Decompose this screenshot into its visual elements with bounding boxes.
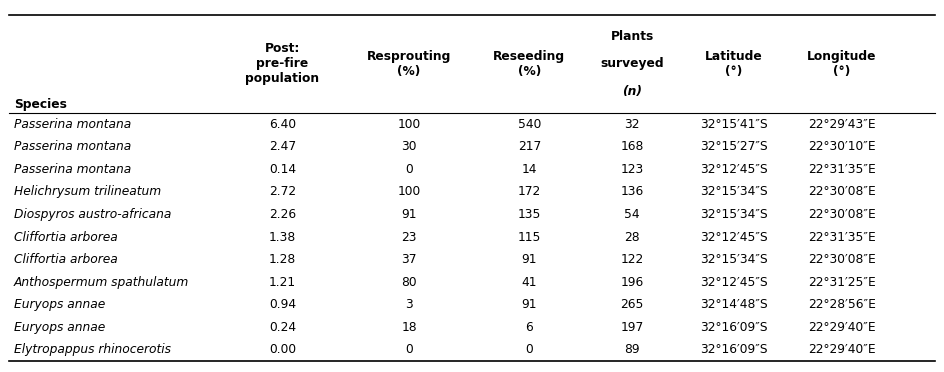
Text: 168: 168 — [620, 140, 644, 153]
Text: 136: 136 — [620, 186, 644, 199]
Text: Resprouting
(%): Resprouting (%) — [367, 50, 451, 78]
Text: Euryops annae: Euryops annae — [14, 298, 106, 311]
Text: 172: 172 — [517, 186, 541, 199]
Text: 18: 18 — [401, 321, 417, 334]
Text: 32°12′45″S: 32°12′45″S — [700, 276, 767, 289]
Text: Anthospermum spathulatum: Anthospermum spathulatum — [14, 276, 190, 289]
Text: 91: 91 — [522, 253, 537, 266]
Text: 22°30′10″E: 22°30′10″E — [808, 140, 876, 153]
Text: 80: 80 — [401, 276, 417, 289]
Text: 32°16′09″S: 32°16′09″S — [700, 321, 767, 334]
Text: 197: 197 — [620, 321, 644, 334]
Text: Elytropappus rhinocerotis: Elytropappus rhinocerotis — [14, 343, 171, 356]
Text: Passerina montana: Passerina montana — [14, 118, 131, 131]
Text: Longitude
(°): Longitude (°) — [807, 50, 877, 78]
Text: 196: 196 — [620, 276, 644, 289]
Text: Cliffortia arborea: Cliffortia arborea — [14, 231, 118, 244]
Text: 22°29′40″E: 22°29′40″E — [808, 343, 876, 356]
Text: 100: 100 — [397, 186, 421, 199]
Text: 6: 6 — [526, 321, 533, 334]
Text: 41: 41 — [522, 276, 537, 289]
Text: 0: 0 — [405, 343, 413, 356]
Text: 1.38: 1.38 — [269, 231, 296, 244]
Text: 32: 32 — [624, 118, 640, 131]
Text: Plants: Plants — [611, 30, 653, 43]
Text: Reseeding
(%): Reseeding (%) — [494, 50, 565, 78]
Text: 1.28: 1.28 — [269, 253, 296, 266]
Text: 91: 91 — [522, 298, 537, 311]
Text: 6.40: 6.40 — [269, 118, 295, 131]
Text: 22°31′35″E: 22°31′35″E — [808, 163, 876, 176]
Text: 2.26: 2.26 — [269, 208, 295, 221]
Text: 0.00: 0.00 — [269, 343, 295, 356]
Text: 32°16′09″S: 32°16′09″S — [700, 343, 767, 356]
Text: 135: 135 — [517, 208, 541, 221]
Text: 32°15′34″S: 32°15′34″S — [700, 208, 767, 221]
Text: 32°12′45″S: 32°12′45″S — [700, 163, 767, 176]
Text: 1.21: 1.21 — [269, 276, 295, 289]
Text: 22°28′56″E: 22°28′56″E — [808, 298, 876, 311]
Text: 22°31′25″E: 22°31′25″E — [808, 276, 876, 289]
Text: 89: 89 — [624, 343, 640, 356]
Text: 22°29′40″E: 22°29′40″E — [808, 321, 876, 334]
Text: 0.94: 0.94 — [269, 298, 295, 311]
Text: surveyed: surveyed — [600, 57, 664, 70]
Text: 115: 115 — [517, 231, 541, 244]
Text: 32°15′34″S: 32°15′34″S — [700, 186, 767, 199]
Text: (n): (n) — [622, 85, 642, 98]
Text: 32°15′27″S: 32°15′27″S — [700, 140, 767, 153]
Text: Post:
pre-fire
population: Post: pre-fire population — [245, 42, 319, 85]
Text: Latitude
(°): Latitude (°) — [705, 50, 763, 78]
Text: 100: 100 — [397, 118, 421, 131]
Text: 0: 0 — [405, 163, 413, 176]
Text: 265: 265 — [620, 298, 644, 311]
Text: Euryops annae: Euryops annae — [14, 321, 106, 334]
Text: 32°14′48″S: 32°14′48″S — [700, 298, 767, 311]
Text: 217: 217 — [517, 140, 541, 153]
Text: Passerina montana: Passerina montana — [14, 163, 131, 176]
Text: 22°30′08″E: 22°30′08″E — [808, 253, 876, 266]
Text: 0.14: 0.14 — [269, 163, 295, 176]
Text: Helichrysum trilineatum: Helichrysum trilineatum — [14, 186, 161, 199]
Text: 2.47: 2.47 — [269, 140, 295, 153]
Text: Passerina montana: Passerina montana — [14, 140, 131, 153]
Text: 23: 23 — [401, 231, 417, 244]
Text: Diospyros austro-africana: Diospyros austro-africana — [14, 208, 172, 221]
Text: 54: 54 — [624, 208, 640, 221]
Text: 32°12′45″S: 32°12′45″S — [700, 231, 767, 244]
Text: 32°15′34″S: 32°15′34″S — [700, 253, 767, 266]
Text: 22°29′43″E: 22°29′43″E — [808, 118, 876, 131]
Text: 91: 91 — [401, 208, 417, 221]
Text: 0.24: 0.24 — [269, 321, 295, 334]
Text: 32°15′41″S: 32°15′41″S — [700, 118, 767, 131]
Text: 22°30′08″E: 22°30′08″E — [808, 208, 876, 221]
Text: 22°31′35″E: 22°31′35″E — [808, 231, 876, 244]
Text: 14: 14 — [522, 163, 537, 176]
Text: 37: 37 — [401, 253, 417, 266]
Text: 2.72: 2.72 — [269, 186, 295, 199]
Text: 122: 122 — [620, 253, 644, 266]
Text: 28: 28 — [624, 231, 640, 244]
Text: 0: 0 — [526, 343, 533, 356]
Text: 123: 123 — [620, 163, 644, 176]
Text: 22°30′08″E: 22°30′08″E — [808, 186, 876, 199]
Text: Species: Species — [14, 98, 67, 111]
Text: Cliffortia arborea: Cliffortia arborea — [14, 253, 118, 266]
Text: 3: 3 — [405, 298, 413, 311]
Text: 30: 30 — [401, 140, 417, 153]
Text: 540: 540 — [517, 118, 541, 131]
